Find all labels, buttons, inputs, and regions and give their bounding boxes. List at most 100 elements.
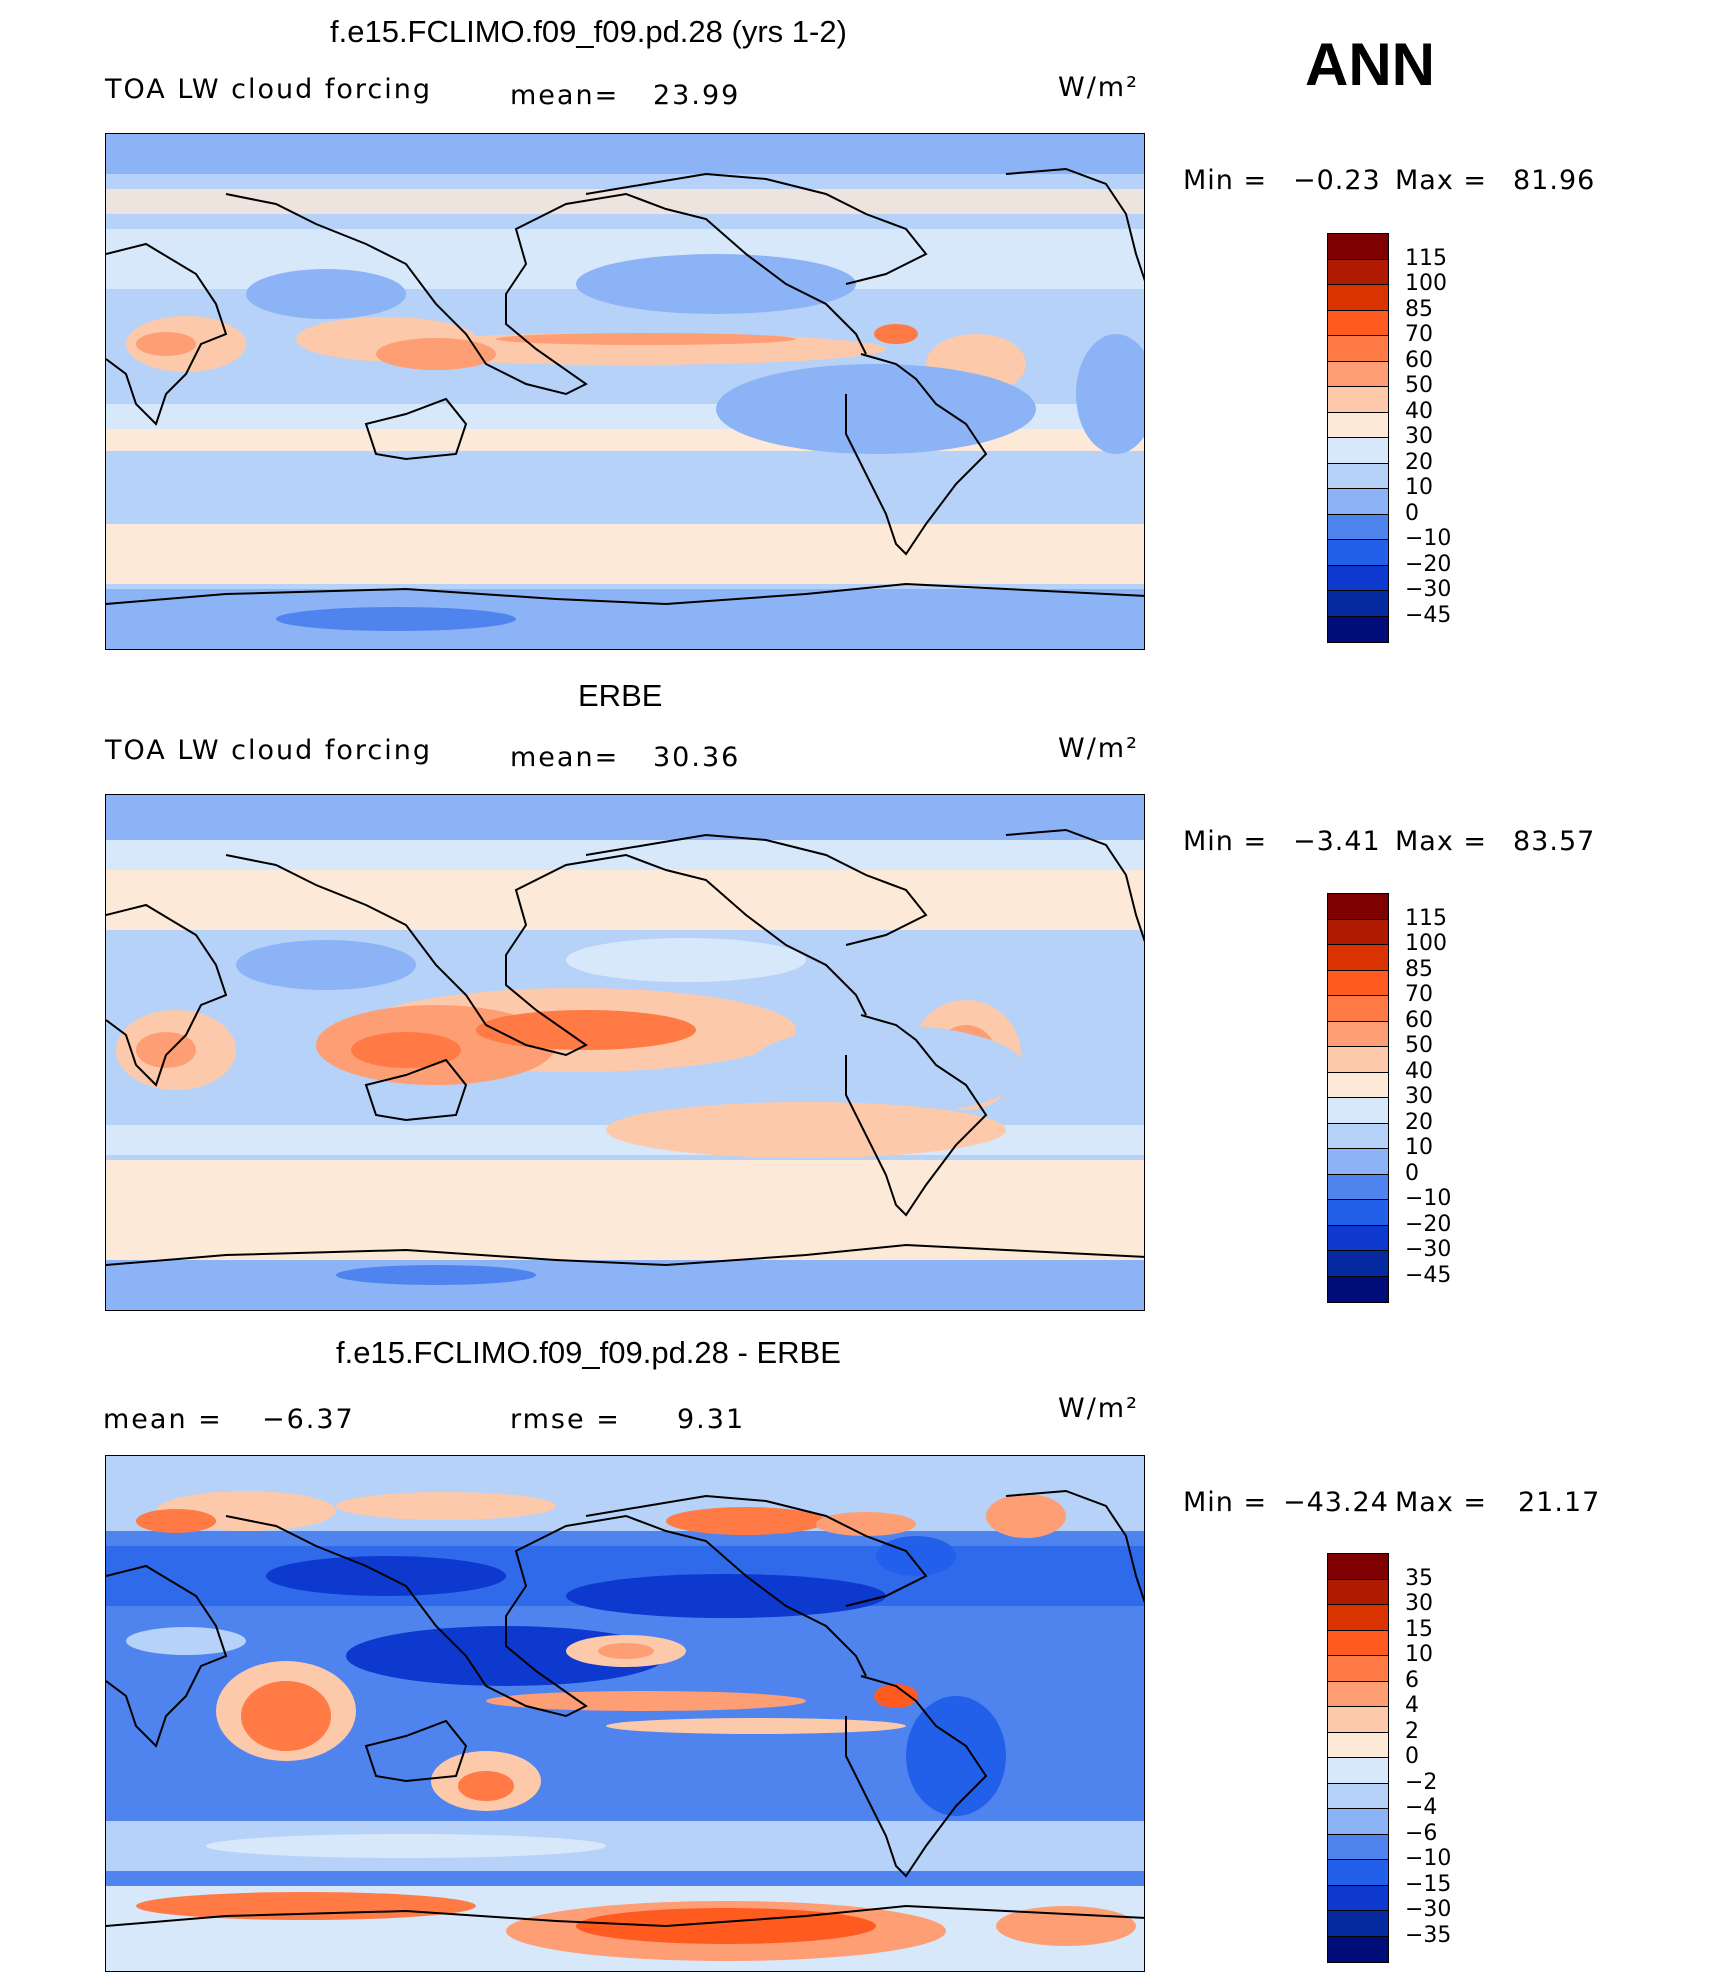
colorbar-tick-label: −30 bbox=[1405, 1897, 1452, 1922]
colorbar-tick-label: −2 bbox=[1405, 1769, 1438, 1795]
colorbar-swatch bbox=[1328, 1758, 1388, 1784]
colorbar-tick-label: 10 bbox=[1405, 475, 1433, 500]
colorbar-swatch bbox=[1328, 1911, 1388, 1937]
colorbar-tick-label: 115 bbox=[1405, 905, 1447, 931]
colorbar-swatch bbox=[1328, 1123, 1388, 1149]
colorbar-swatch bbox=[1328, 894, 1388, 920]
colorbar-tick-label: 4 bbox=[1405, 1693, 1419, 1718]
colorbar-tick-label: −20 bbox=[1405, 1211, 1452, 1237]
colorbar-swatch bbox=[1328, 616, 1388, 642]
colorbar-tick-label: −6 bbox=[1405, 1820, 1438, 1846]
colorbar-swatch bbox=[1328, 310, 1388, 336]
colorbar-tick-label: 70 bbox=[1405, 982, 1433, 1007]
panel-3-units: W/m² bbox=[1058, 1393, 1139, 1424]
panel-3-min-value: −43.24 bbox=[1283, 1487, 1389, 1518]
colorbar-tick-label: 30 bbox=[1405, 1084, 1433, 1109]
colorbar-tick-label: 85 bbox=[1405, 956, 1433, 982]
colorbar-swatch bbox=[1328, 1276, 1388, 1302]
colorbar-tick-label: −15 bbox=[1405, 1871, 1452, 1897]
panel-1-mean-label: mean= bbox=[510, 80, 620, 111]
panel-2-map bbox=[105, 794, 1145, 1311]
colorbar-swatch bbox=[1328, 1072, 1388, 1098]
panel-2-max-label: Max = bbox=[1395, 826, 1488, 857]
colorbar-tick-label: 60 bbox=[1405, 347, 1433, 373]
panel-3-max-label: Max = bbox=[1395, 1487, 1488, 1518]
colorbar-swatch bbox=[1328, 361, 1388, 387]
panel-2-min-label: Min = bbox=[1183, 826, 1268, 857]
panel-2-units: W/m² bbox=[1058, 733, 1139, 764]
colorbar-swatch bbox=[1328, 1251, 1388, 1277]
colorbar-swatch bbox=[1328, 514, 1388, 540]
colorbar-tick-label: −30 bbox=[1405, 577, 1452, 602]
colorbar-swatch bbox=[1328, 1225, 1388, 1251]
panel-1-map bbox=[105, 133, 1145, 650]
panel-1-units: W/m² bbox=[1058, 72, 1139, 103]
colorbar-swatch bbox=[1328, 540, 1388, 566]
colorbar-tick-label: 30 bbox=[1405, 424, 1433, 449]
colorbar-swatch bbox=[1328, 463, 1388, 489]
colorbar-swatch bbox=[1328, 1174, 1388, 1200]
panel-3-min-label: Min = bbox=[1183, 1487, 1268, 1518]
panel-1-max-value: 81.96 bbox=[1513, 165, 1596, 196]
panel-1-mean-value: 23.99 bbox=[653, 80, 741, 111]
colorbar-swatch bbox=[1328, 591, 1388, 617]
colorbar-swatch bbox=[1328, 1021, 1388, 1047]
colorbar-tick-label: −20 bbox=[1405, 551, 1452, 577]
colorbar-swatch bbox=[1328, 412, 1388, 438]
colorbar-tick-label: 20 bbox=[1405, 1109, 1433, 1135]
colorbar-swatch bbox=[1328, 945, 1388, 971]
colorbar-swatch bbox=[1328, 489, 1388, 515]
colorbar-swatch bbox=[1328, 438, 1388, 464]
panel-2-min-value: −3.41 bbox=[1293, 826, 1381, 857]
colorbar-swatch bbox=[1328, 1554, 1388, 1580]
panel-3-mean-value: −6.37 bbox=[262, 1404, 355, 1435]
panel-3-title: f.e15.FCLIMO.f09_f09.pd.28 - ERBE bbox=[336, 1335, 841, 1370]
panel-1-variable-label: TOA LW cloud forcing bbox=[105, 74, 432, 105]
colorbar-swatch bbox=[1328, 1783, 1388, 1809]
colorbar-swatch bbox=[1328, 1149, 1388, 1175]
colorbar-tick-label: 40 bbox=[1405, 1058, 1433, 1084]
colorbar-tick-label: 100 bbox=[1405, 931, 1447, 956]
colorbar-tick-label: −30 bbox=[1405, 1237, 1452, 1262]
colorbar-tick-label: 115 bbox=[1405, 245, 1447, 271]
colorbar-swatch bbox=[1328, 1098, 1388, 1124]
colorbar-tick-label: 15 bbox=[1405, 1616, 1433, 1642]
panel-2-variable-label: TOA LW cloud forcing bbox=[105, 735, 432, 766]
colorbar-swatch bbox=[1328, 387, 1388, 413]
colorbar-tick-label: 50 bbox=[1405, 373, 1433, 398]
colorbar-tick-label: 10 bbox=[1405, 1642, 1433, 1667]
colorbar-swatch bbox=[1328, 285, 1388, 311]
colorbar-swatch bbox=[1328, 1047, 1388, 1073]
colorbar-tick-label: −10 bbox=[1405, 1846, 1452, 1871]
colorbar-swatch bbox=[1328, 1809, 1388, 1835]
colorbar-tick-label: −45 bbox=[1405, 602, 1452, 628]
colorbar-swatch bbox=[1328, 1936, 1388, 1962]
colorbar-tick-label: 70 bbox=[1405, 322, 1433, 347]
colorbar-swatch bbox=[1328, 1834, 1388, 1860]
colorbar-swatch bbox=[1328, 336, 1388, 362]
colorbar-tick-label: 20 bbox=[1405, 449, 1433, 475]
colorbar-swatch bbox=[1328, 234, 1388, 260]
colorbar-swatch bbox=[1328, 1579, 1388, 1605]
colorbar-tick-label: 0 bbox=[1405, 1744, 1419, 1769]
panel-3-rmse-label: rmse = bbox=[510, 1404, 621, 1435]
colorbar-swatch bbox=[1328, 1656, 1388, 1682]
panel-2-mean-label: mean= bbox=[510, 742, 620, 773]
panel-3-map bbox=[105, 1455, 1145, 1972]
colorbar-swatch bbox=[1328, 996, 1388, 1022]
colorbar-tick-label: 85 bbox=[1405, 296, 1433, 322]
colorbar-tick-label: 30 bbox=[1405, 1591, 1433, 1616]
colorbar-tick-label: 50 bbox=[1405, 1033, 1433, 1058]
colorbar-swatch bbox=[1328, 919, 1388, 945]
colorbar-swatch bbox=[1328, 1630, 1388, 1656]
colorbar-tick-label: −4 bbox=[1405, 1795, 1438, 1820]
panel-1-min-value: −0.23 bbox=[1293, 165, 1381, 196]
colorbar-swatch bbox=[1328, 1732, 1388, 1758]
colorbar-tick-label: 2 bbox=[1405, 1718, 1419, 1744]
panel-2-colorbar bbox=[1327, 893, 1389, 1303]
colorbar-swatch bbox=[1328, 1707, 1388, 1733]
panel-1-title: f.e15.FCLIMO.f09_f09.pd.28 (yrs 1-2) bbox=[330, 14, 847, 49]
colorbar-tick-label: 60 bbox=[1405, 1007, 1433, 1033]
colorbar-tick-label: 100 bbox=[1405, 271, 1447, 296]
colorbar-swatch bbox=[1328, 1200, 1388, 1226]
